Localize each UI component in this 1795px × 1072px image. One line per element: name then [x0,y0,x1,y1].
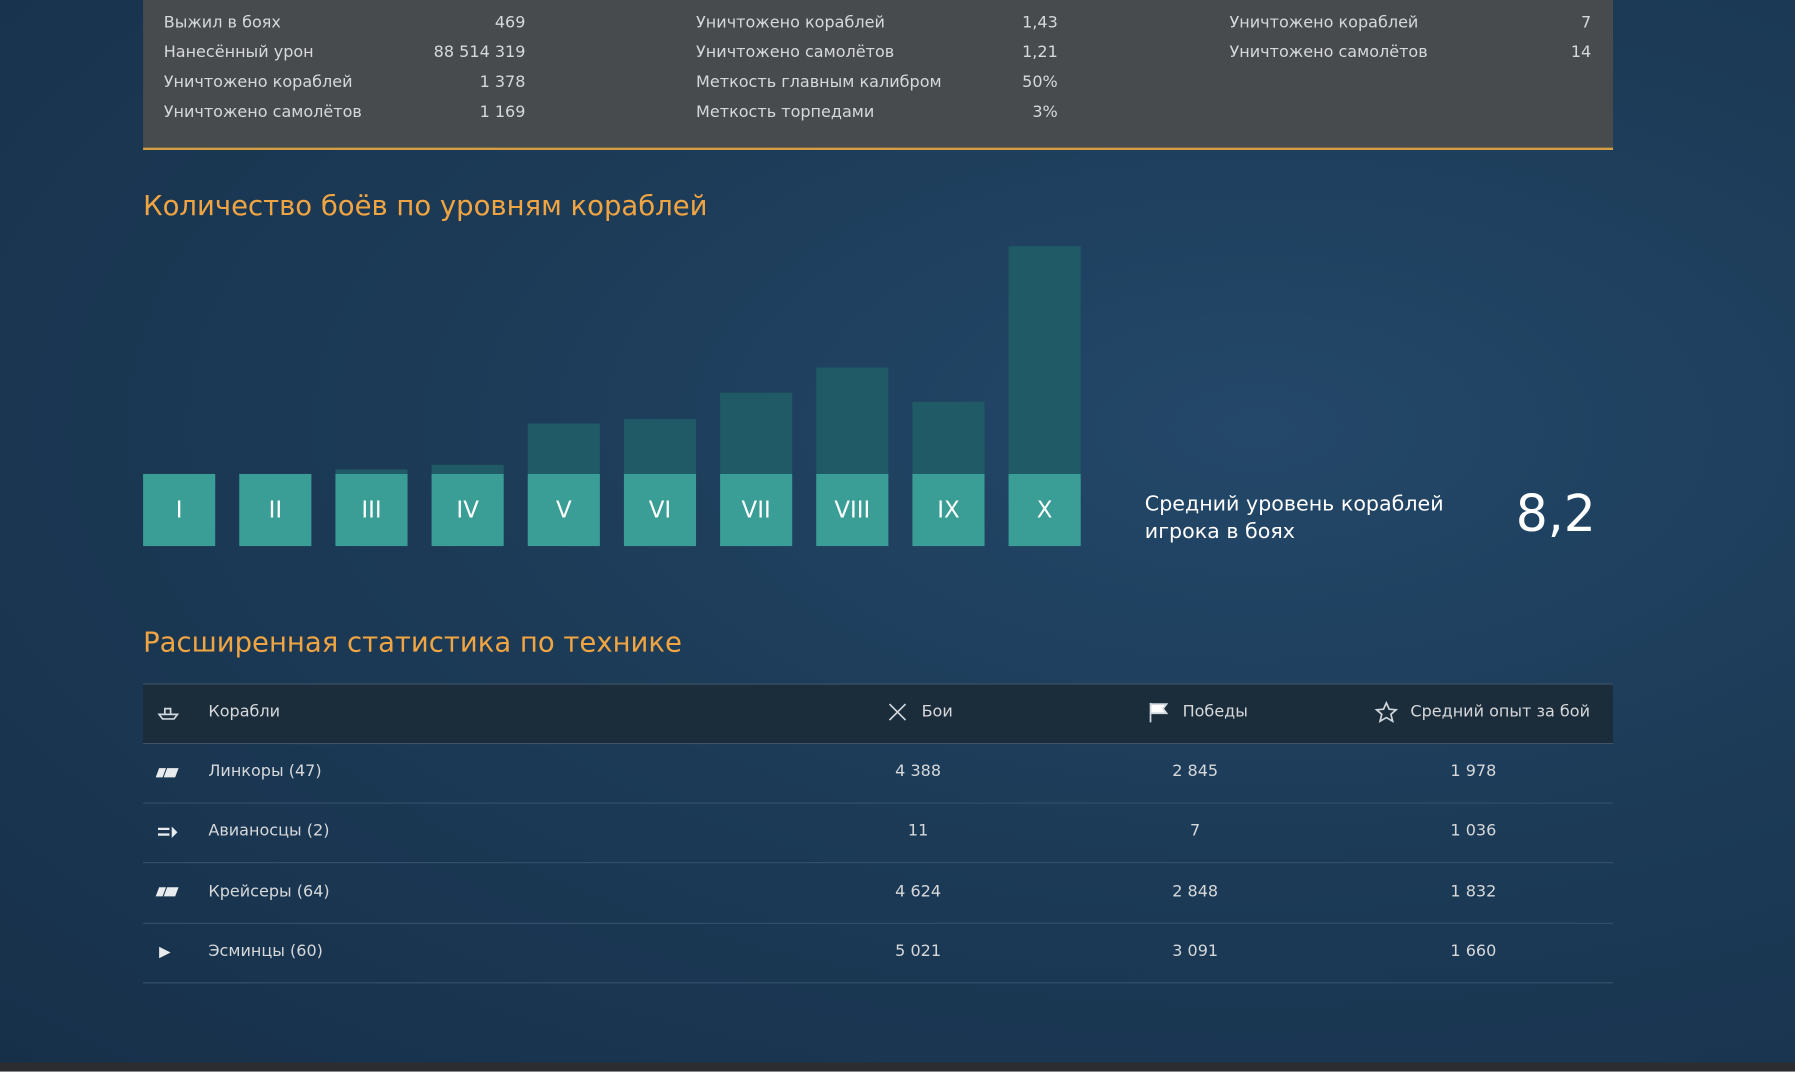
wins-icon [1149,702,1169,723]
stat-label: Выжил в боях [163,13,281,33]
xp-icon [1374,700,1399,723]
row-value: 5 021 [895,942,942,961]
stat-value: 469 [494,13,526,33]
row-value: 11 [907,822,929,841]
row-value: 2 848 [1172,882,1219,901]
average-label: Средний уровень кораблей игрока в боях [1144,492,1444,544]
destroyer-icon [159,946,171,959]
row-divider [143,862,1614,864]
row-divider [143,982,1614,984]
bar [912,401,985,474]
bar [623,419,697,474]
average-value: 8,2 [1515,485,1596,544]
row-value: 4 388 [895,762,942,781]
tier-label: III [335,473,408,547]
stat-value: 50% [1022,73,1058,92]
tier-label: IV [431,473,504,547]
stat-value: 7 [1581,13,1592,33]
stat-label: Меткость торпедами [696,103,875,122]
stat-label: Уничтожено кораблей [163,73,353,92]
row-name: Авианосцы (2) [208,822,330,841]
stat-label: Уничтожено самолётов [696,43,895,62]
row-value: 1 832 [1450,882,1497,901]
row-value: 2 845 [1172,762,1219,781]
tier-label: VIII [816,473,889,547]
stat-label: Уничтожено кораблей [696,13,885,33]
tier-label: VI [623,473,697,547]
row-value: 4 624 [895,882,942,901]
bar [431,464,504,474]
row-value: 1 660 [1450,942,1497,961]
stat-label: Уничтожено самолётов [163,103,362,122]
bar [335,469,408,474]
tier-label: VII [720,473,793,547]
stat-value: 3% [1032,103,1058,122]
stat-value: 1,21 [1022,43,1058,62]
tier-label: IX [912,473,985,547]
stat-value: 1 378 [479,73,526,92]
row-value: 3 091 [1172,942,1219,961]
table-title: Расширенная статистика по технике [143,626,682,659]
row-value: 1 978 [1450,762,1497,781]
bar [527,423,600,474]
row-value: 7 [1190,822,1201,841]
cruiser-icon [155,887,179,897]
battles-icon [888,703,907,721]
bar [816,367,889,474]
tier-label: V [527,473,600,547]
column-header: Корабли [208,702,281,722]
stat-value: 14 [1570,43,1592,62]
row-name: Крейсеры (64) [208,882,330,901]
carrier-icon [157,826,178,838]
row-name: Линкоры (47) [208,762,322,781]
column-header: Средний опыт за бой [1410,702,1591,722]
row-value: 1 036 [1450,822,1497,841]
row-divider [143,802,1614,804]
table-header [143,683,1614,745]
tier-label: I [143,473,216,547]
stat-value: 1,43 [1022,13,1058,33]
stat-label: Меткость главным калибром [696,73,942,92]
tier-label: II [239,473,312,547]
column-header: Бои [921,702,953,722]
footer-strip [0,1062,1795,1072]
stat-label: Уничтожено кораблей [1229,13,1419,33]
row-name: Эсминцы (60) [208,942,323,961]
bar [720,392,793,474]
chart-title: Количество боёв по уровням кораблей [143,190,708,223]
stat-value: 1 169 [479,103,526,122]
stats-panel [143,0,1614,150]
stat-value: 88 514 319 [433,43,526,62]
tier-label: X [1008,473,1081,547]
row-divider [143,922,1614,924]
stat-label: Нанесённый урон [163,43,314,62]
column-header: Победы [1182,702,1248,722]
stat-label: Уничтожено самолётов [1229,43,1428,62]
bar [1008,246,1081,474]
ship-icon [157,707,180,720]
battleship-icon [155,768,179,778]
